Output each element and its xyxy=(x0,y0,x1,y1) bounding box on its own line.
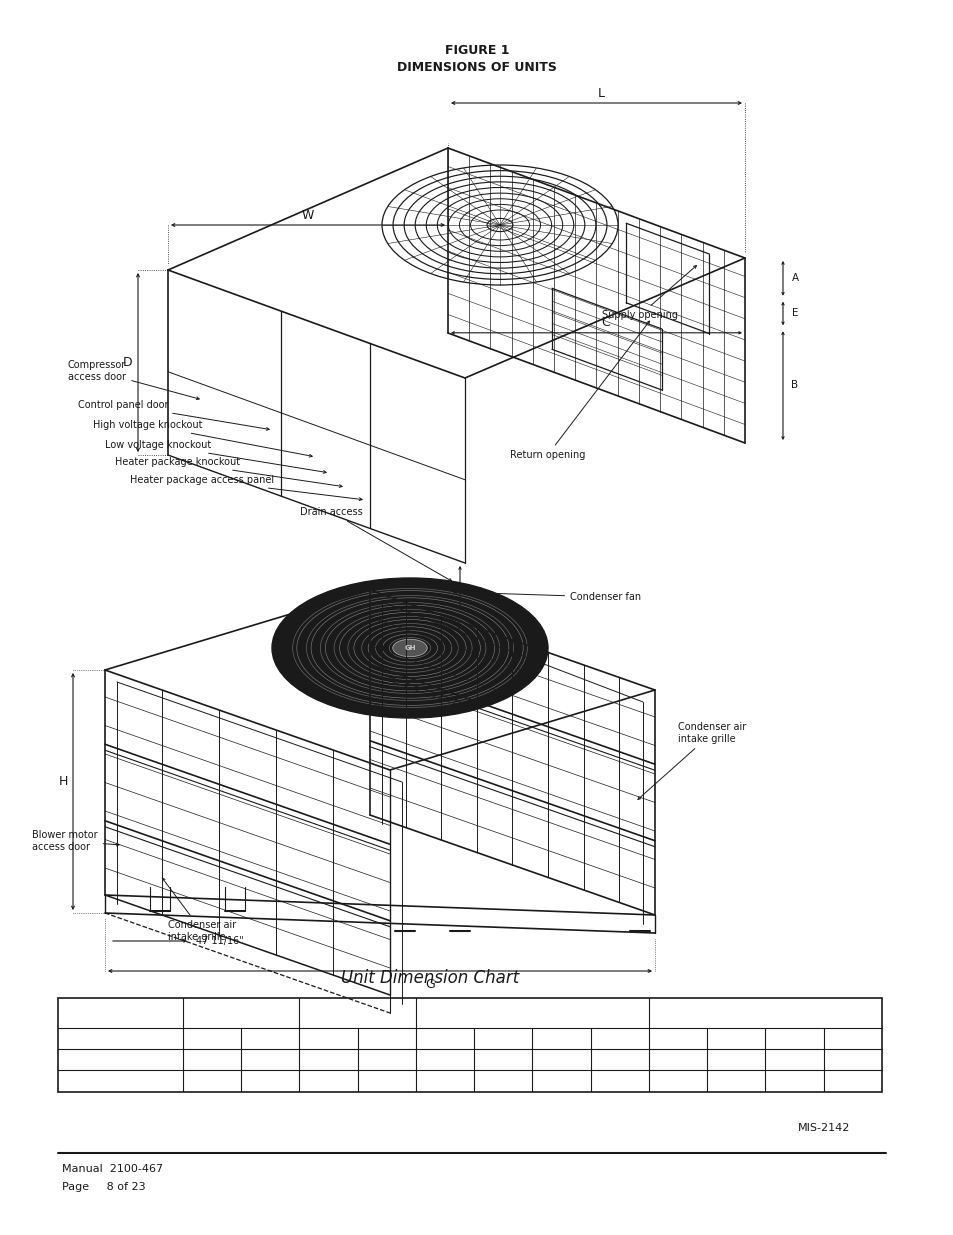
Text: G: G xyxy=(425,978,435,992)
Ellipse shape xyxy=(320,603,499,694)
Text: C: C xyxy=(601,316,610,330)
Text: F: F xyxy=(456,620,463,632)
Text: GH: GH xyxy=(404,645,416,651)
Text: Manual  2100-467: Manual 2100-467 xyxy=(62,1165,163,1174)
Text: B: B xyxy=(791,380,798,390)
Text: Compressor
access door: Compressor access door xyxy=(68,361,199,400)
Text: FIGURE 1: FIGURE 1 xyxy=(444,43,509,57)
Text: DIMENSIONS OF UNITS: DIMENSIONS OF UNITS xyxy=(396,61,557,74)
Text: 47 11/16": 47 11/16" xyxy=(195,936,244,946)
Text: Page     8 of 23: Page 8 of 23 xyxy=(62,1182,146,1192)
Text: Heater package knockout: Heater package knockout xyxy=(115,457,342,488)
Ellipse shape xyxy=(487,219,513,232)
Text: Supply opening: Supply opening xyxy=(601,266,696,320)
Text: H: H xyxy=(58,776,68,788)
Ellipse shape xyxy=(389,637,430,658)
Text: Drain access: Drain access xyxy=(299,508,451,582)
Ellipse shape xyxy=(334,610,485,687)
Text: L: L xyxy=(597,86,604,100)
Ellipse shape xyxy=(375,631,444,666)
Text: D: D xyxy=(123,356,132,368)
Text: Unit Dimension Chart: Unit Dimension Chart xyxy=(340,969,518,987)
Text: E: E xyxy=(791,308,798,317)
Text: Condenser fan: Condenser fan xyxy=(454,590,640,601)
Ellipse shape xyxy=(306,595,513,700)
Text: W: W xyxy=(301,209,314,221)
Text: High voltage knockout: High voltage knockout xyxy=(92,420,312,457)
Text: MIS-2142: MIS-2142 xyxy=(797,1123,849,1132)
Text: Heater package access panel: Heater package access panel xyxy=(130,475,362,500)
Bar xyxy=(58,998,882,1092)
Text: Condenser air
intake grille: Condenser air intake grille xyxy=(638,722,745,799)
Text: Blower motor
access door: Blower motor access door xyxy=(32,830,119,852)
Ellipse shape xyxy=(361,624,457,673)
Ellipse shape xyxy=(293,589,527,708)
Text: Control panel door: Control panel door xyxy=(78,400,269,430)
Text: Low voltage knockout: Low voltage knockout xyxy=(105,440,326,473)
Ellipse shape xyxy=(393,640,427,657)
Ellipse shape xyxy=(272,578,547,718)
Text: A: A xyxy=(791,273,798,283)
Text: Condenser air
intake grille: Condenser air intake grille xyxy=(162,878,236,942)
Text: Return opening: Return opening xyxy=(510,321,649,459)
Ellipse shape xyxy=(348,616,472,679)
